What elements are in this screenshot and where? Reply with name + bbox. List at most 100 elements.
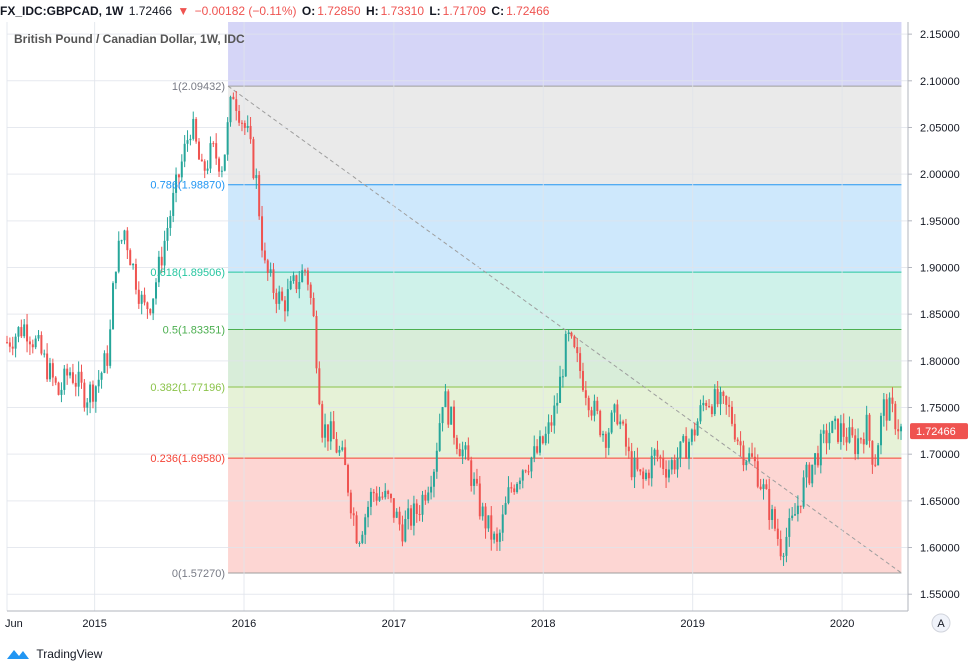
candle-body	[576, 347, 579, 354]
candle-body	[865, 414, 868, 445]
candle-body	[269, 269, 272, 273]
candle-body	[275, 292, 278, 304]
candle-body	[455, 437, 458, 449]
x-tick-label: 2017	[382, 618, 406, 630]
fib-level-label: 0.618(1.89506)	[150, 267, 225, 279]
candle-body	[473, 478, 476, 486]
fibonacci-retracement[interactable]	[227, 22, 902, 574]
candle-body	[261, 216, 264, 251]
candle-body	[295, 275, 298, 290]
auto-scale-button[interactable]: A	[931, 613, 951, 633]
fib-level-label: 0.236(1.69580)	[150, 453, 225, 465]
tradingview-logo-icon[interactable]	[6, 647, 30, 661]
fib-band-4	[228, 387, 902, 459]
candle-body	[28, 341, 31, 345]
candle-body	[819, 433, 822, 466]
candle-body	[309, 284, 312, 298]
candle-body	[441, 407, 444, 424]
candle-body	[66, 368, 69, 376]
candle-body	[453, 406, 456, 438]
candle-body	[281, 291, 284, 301]
candle-body	[593, 400, 596, 416]
symbol-label[interactable]: FX_IDC:GBPCAD, 1W	[0, 4, 124, 18]
candle-body	[286, 289, 289, 312]
candle-body	[894, 403, 897, 430]
fib-band-extension	[228, 22, 902, 87]
candle-body	[490, 515, 493, 540]
candle-body	[212, 143, 215, 145]
candle-body	[533, 446, 536, 458]
candle-body	[31, 344, 34, 348]
candle-body	[252, 139, 255, 179]
open-label: O:	[301, 4, 316, 18]
candle-body	[435, 450, 438, 472]
candle-body	[527, 471, 530, 473]
price-chart[interactable]: 1(2.09432) 0.786(1.98870) 0.618(1.89506) 0.…	[0, 22, 973, 643]
candle-body	[117, 240, 120, 272]
candle-body	[799, 505, 802, 507]
candlestick-series	[5, 91, 903, 566]
candle-body	[183, 143, 186, 162]
candle-body	[289, 280, 292, 290]
candle-body	[249, 125, 252, 140]
candle-body	[48, 363, 51, 380]
candle-body	[504, 503, 507, 515]
candle-body	[315, 316, 318, 369]
candle-body	[622, 421, 625, 424]
x-tick-label: 2018	[531, 618, 555, 630]
candle-body	[83, 382, 86, 408]
candle-body	[23, 324, 26, 337]
candle-body	[464, 445, 467, 450]
candle-body	[8, 342, 11, 347]
close-value: 1.72466	[506, 4, 550, 18]
candle-body	[645, 472, 648, 480]
candle-body	[590, 410, 593, 416]
fib-level-label: 0.786(1.98870)	[150, 180, 225, 192]
candle-body	[636, 458, 639, 470]
candle-body	[836, 418, 840, 442]
candle-body	[123, 230, 126, 241]
candle-body	[828, 432, 831, 444]
candle-body	[132, 264, 135, 266]
candle-body	[40, 335, 43, 354]
candle-body	[584, 390, 587, 398]
candle-body	[200, 159, 203, 162]
fib-band-5	[228, 458, 902, 574]
candle-body	[722, 391, 725, 397]
candle-body	[685, 436, 688, 459]
brand-name[interactable]: TradingView	[36, 646, 103, 661]
candle-body	[596, 400, 599, 411]
candle-body	[243, 123, 246, 128]
y-tick-label: 1.85000	[920, 309, 960, 321]
candle-body	[215, 143, 218, 159]
candle-body	[450, 406, 453, 425]
candle-body	[871, 440, 874, 465]
candle-body	[175, 174, 178, 193]
candle-body	[541, 436, 544, 444]
candle-body	[570, 332, 573, 337]
candle-body	[444, 391, 447, 408]
y-tick-label: 2.15000	[920, 29, 960, 41]
x-tick-label: Jun	[5, 618, 23, 630]
candle-body	[630, 451, 633, 478]
candle-body	[467, 445, 470, 461]
candle-body	[713, 389, 716, 415]
candle-body	[447, 391, 450, 425]
candle-body	[106, 353, 109, 366]
low-value: 1.71709	[442, 4, 487, 18]
candle-body	[186, 140, 189, 144]
candle-body	[346, 465, 349, 493]
candle-body	[874, 464, 877, 466]
candle-body	[779, 538, 782, 557]
candle-body	[384, 490, 387, 498]
candle-body	[748, 453, 751, 462]
candle-body	[177, 174, 180, 178]
candle-body	[839, 423, 842, 442]
candle-body	[226, 122, 229, 155]
candle-body	[822, 430, 825, 434]
y-tick-label: 1.75000	[920, 403, 960, 415]
candle-body	[753, 456, 756, 462]
candle-body	[369, 491, 372, 507]
candle-body	[312, 297, 315, 317]
candle-body	[11, 346, 14, 349]
